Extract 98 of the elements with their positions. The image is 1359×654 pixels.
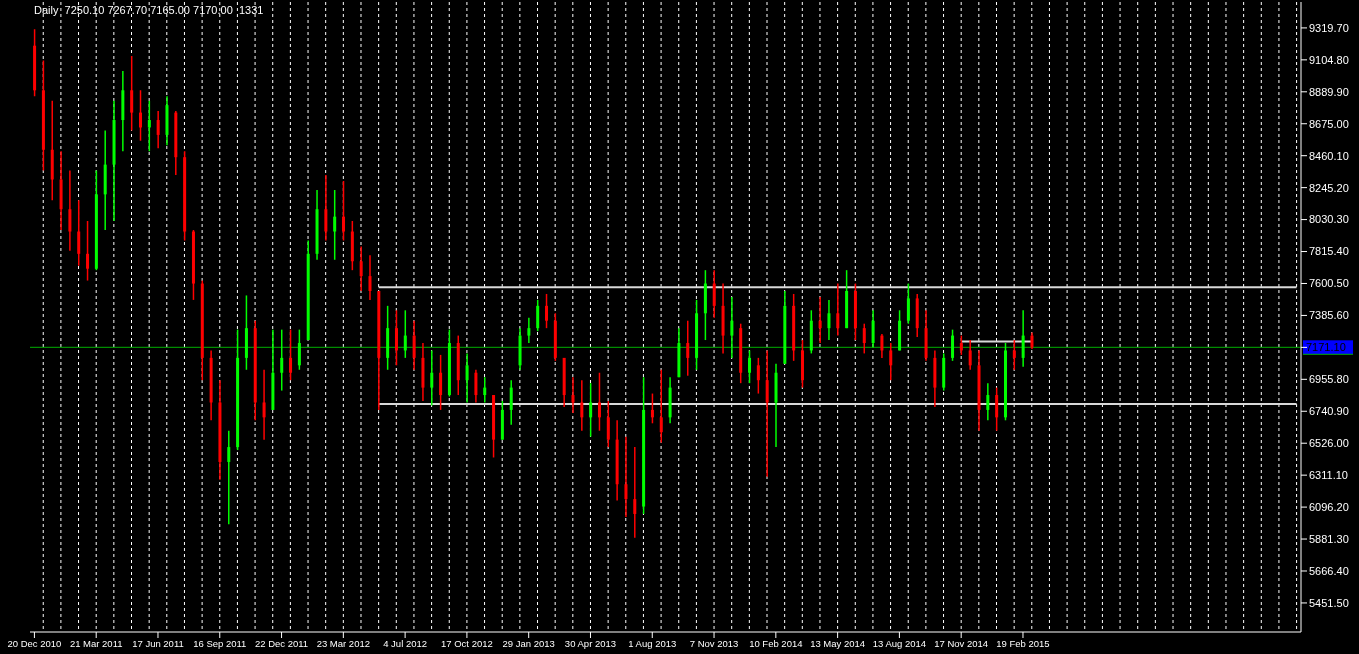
candlestick bbox=[509, 379, 513, 426]
candlestick bbox=[139, 89, 143, 142]
candlestick bbox=[297, 328, 301, 371]
candlestick bbox=[1012, 339, 1016, 371]
y-tick-label: 6526.00 bbox=[1309, 437, 1349, 450]
candlestick bbox=[430, 349, 434, 407]
candlestick bbox=[545, 293, 549, 329]
candlestick bbox=[280, 328, 284, 392]
candlestick bbox=[951, 328, 955, 362]
x-tick-label: 23 Mar 2012 bbox=[316, 637, 371, 649]
candlestick bbox=[986, 382, 990, 422]
candlestick bbox=[130, 55, 134, 132]
candlestick bbox=[527, 316, 531, 344]
candlestick bbox=[1003, 342, 1007, 422]
candlestick bbox=[227, 429, 231, 526]
candlestick bbox=[836, 282, 840, 337]
candlestick bbox=[748, 349, 752, 384]
candlestick bbox=[889, 342, 893, 381]
y-tick-label: 7600.50 bbox=[1309, 277, 1349, 290]
x-tick-label: 4 Jul 2012 bbox=[383, 637, 428, 649]
x-tick-label: 20 Dec 2010 bbox=[7, 637, 62, 649]
candlestick bbox=[156, 110, 160, 150]
candlestick bbox=[1021, 309, 1025, 368]
candlestick bbox=[606, 400, 610, 448]
candlestick bbox=[597, 372, 601, 432]
y-tick-label: 9319.70 bbox=[1309, 21, 1349, 34]
candlestick bbox=[756, 357, 760, 395]
candlestick bbox=[800, 339, 804, 389]
ref-line-label: 7171.10 bbox=[1306, 341, 1346, 354]
x-tick-label: 22 Dec 2011 bbox=[254, 637, 309, 649]
candlestick bbox=[880, 333, 884, 359]
y-tick-label: 6311.10 bbox=[1309, 469, 1348, 482]
candlestick bbox=[906, 282, 910, 325]
x-tick-label: 29 Jan 2013 bbox=[502, 637, 555, 649]
candlestick bbox=[333, 189, 337, 261]
x-tick-label: 21 Mar 2011 bbox=[69, 637, 123, 649]
candlestick bbox=[862, 322, 866, 355]
x-tick-label: 30 Apr 2013 bbox=[564, 637, 617, 649]
candlestick bbox=[483, 376, 487, 404]
candlestick bbox=[536, 299, 540, 332]
candlestick bbox=[968, 339, 972, 371]
candlestick bbox=[650, 392, 654, 425]
x-tick-label: 7 Nov 2013 bbox=[689, 637, 739, 649]
candlestick bbox=[262, 369, 266, 441]
y-tick-label: 8675.00 bbox=[1309, 117, 1349, 130]
candlestick bbox=[68, 169, 72, 252]
candlestick bbox=[403, 309, 407, 359]
y-tick-label: 5666.40 bbox=[1309, 564, 1349, 577]
candlestick bbox=[827, 299, 831, 341]
candlestick bbox=[659, 369, 663, 444]
x-tick-label: 10 Feb 2014 bbox=[749, 637, 803, 649]
y-tick-label: 7815.40 bbox=[1309, 245, 1349, 258]
candlestick bbox=[324, 174, 328, 242]
candlestick bbox=[359, 245, 363, 292]
y-tick-label: 6096.20 bbox=[1309, 501, 1349, 514]
candlestick bbox=[465, 352, 469, 404]
candlestick bbox=[86, 220, 90, 282]
chart-title: Daily 7250.10 7267.70 7165.00 7170.00 1331 bbox=[34, 4, 264, 16]
x-tick-label: 17 Nov 2014 bbox=[934, 637, 989, 649]
candlestick bbox=[474, 369, 478, 404]
candlestick bbox=[394, 309, 398, 367]
y-tick-label: 6740.90 bbox=[1309, 405, 1349, 418]
y-tick-label: 5881.30 bbox=[1309, 532, 1349, 545]
candlestick bbox=[77, 199, 81, 267]
candlestick bbox=[580, 379, 584, 432]
y-tick-label: 7385.60 bbox=[1309, 309, 1349, 322]
candlestick bbox=[624, 435, 628, 518]
candlestick bbox=[818, 296, 822, 344]
candlestick bbox=[633, 446, 637, 539]
candlestick bbox=[686, 319, 690, 377]
y-tick-label: 5451.50 bbox=[1309, 596, 1349, 609]
candlestick bbox=[342, 180, 346, 242]
candlestick bbox=[871, 309, 875, 349]
candlestick bbox=[589, 382, 593, 438]
y-tick-label: 9104.80 bbox=[1309, 53, 1349, 66]
candlestick bbox=[959, 334, 963, 356]
x-tick-label: 13 Aug 2014 bbox=[872, 637, 927, 649]
candlestick bbox=[439, 354, 443, 411]
candlestick bbox=[368, 254, 372, 301]
y-tick-label: 8460.10 bbox=[1309, 149, 1349, 162]
candlestick bbox=[995, 386, 999, 432]
x-tick-label: 1 Aug 2013 bbox=[628, 637, 677, 649]
candlestick bbox=[147, 99, 151, 152]
candlestick bbox=[765, 349, 769, 478]
candlestick bbox=[571, 376, 575, 414]
candlestick bbox=[289, 328, 293, 381]
candlestick bbox=[730, 296, 734, 359]
candlestick bbox=[412, 319, 416, 371]
y-tick-label: 6955.80 bbox=[1309, 373, 1349, 386]
candlestick bbox=[712, 269, 716, 319]
x-tick-label: 17 Jun 2011 bbox=[132, 637, 184, 649]
x-tick-label: 13 May 2014 bbox=[810, 637, 866, 649]
x-tick-label: 17 Oct 2012 bbox=[441, 637, 493, 649]
y-tick-label: 8030.30 bbox=[1309, 213, 1349, 226]
x-tick-label: 19 Feb 2015 bbox=[996, 637, 1050, 649]
x-tick-label: 16 Sep 2011 bbox=[193, 637, 247, 649]
y-tick-label: 8889.90 bbox=[1309, 85, 1349, 98]
y-tick-label: 8245.20 bbox=[1309, 181, 1349, 194]
